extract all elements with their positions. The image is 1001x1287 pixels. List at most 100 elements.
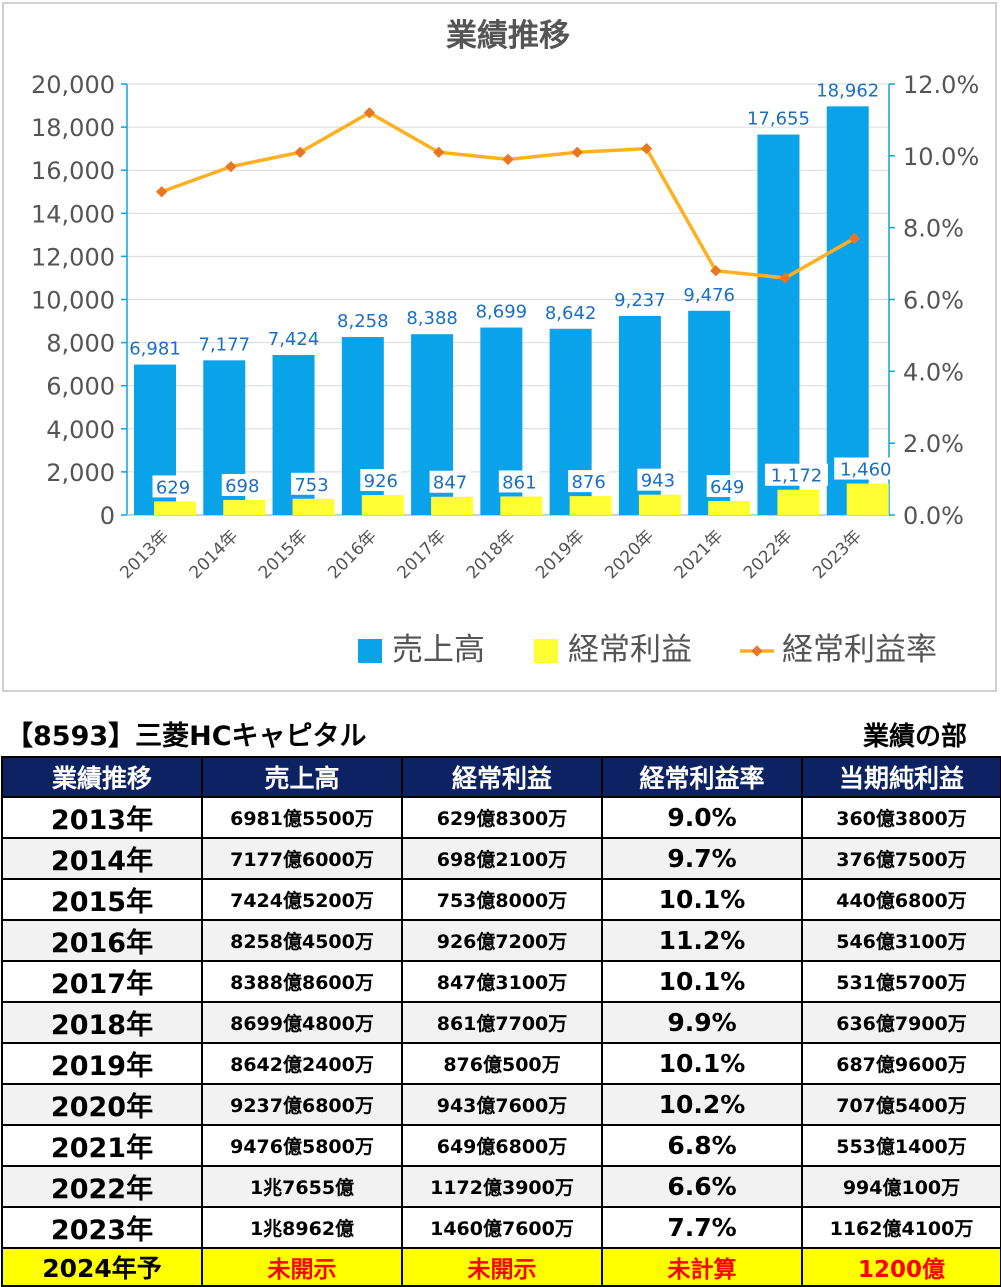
value-cell: 1兆8962億	[201, 1206, 403, 1249]
data-label-sales: 7,424	[268, 329, 320, 350]
data-label-sales: 8,699	[476, 302, 528, 323]
value-cell: 687億9600万	[801, 1042, 1001, 1085]
bar-ordinary-profit	[500, 496, 543, 515]
data-label-sales: 8,388	[406, 308, 458, 329]
value-cell: 9.0%	[601, 796, 803, 839]
y-right-tick-label: 10.0%	[903, 143, 979, 171]
bar-ordinary-profit	[846, 483, 889, 515]
bar-ordinary-profit	[154, 501, 196, 515]
data-label-sales: 17,655	[747, 109, 810, 130]
legend-swatch-sales	[358, 639, 382, 663]
value-cell: 636億7900万	[801, 1001, 1001, 1044]
value-cell: 7.7%	[601, 1206, 803, 1249]
data-label-profit: 1,460	[840, 460, 892, 481]
data-label-bg	[291, 472, 333, 495]
value-cell: 753億8000万	[401, 878, 603, 921]
value-cell: 8699億4800万	[201, 1001, 403, 1044]
forecast-value-cell: 未計算	[601, 1247, 803, 1287]
y-right-tick-label: 0.0%	[903, 502, 964, 530]
data-label-sales: 9,237	[614, 290, 666, 311]
x-tick-label: 2022年	[740, 526, 797, 583]
point-profit-rate	[225, 160, 237, 173]
data-label-profit: 649	[710, 477, 744, 498]
year-cell: 2022年	[1, 1165, 203, 1208]
value-cell: 10.1%	[601, 878, 803, 921]
y-left-tick-label: 12,000	[31, 243, 115, 271]
x-tick-label: 2017年	[394, 526, 451, 583]
table-row: 2013年 6981億5500万 629億8300万 9.0% 360億3800万	[1, 796, 1001, 839]
performance-chart: 業績推移 0 2,000 4,000 6,000 8,000 10,000 12,000 14,…	[31, 18, 979, 668]
bar-ordinary-profit	[361, 495, 404, 515]
year-cell: 2014年	[1, 837, 203, 880]
table-row: 2015年 7424億5200万 753億8000万 10.1% 440億6800万	[1, 878, 1001, 921]
x-tick-label: 2018年	[463, 526, 520, 583]
table-row: 2022年 1兆7655億 1172億3900万 6.6% 994億100万	[1, 1165, 1001, 1208]
x-tick-label: 2014年	[186, 526, 243, 583]
y-left-tick-label: 18,000	[31, 114, 115, 142]
table-row: 2023年 1兆8962億 1460億7600万 7.7% 1162億4100万	[1, 1206, 1001, 1249]
y-right-tick-label: 4.0%	[903, 358, 964, 386]
y-left-tick-label: 0	[100, 502, 115, 530]
bar-ordinary-profit	[708, 501, 751, 515]
value-cell: 847億3100万	[401, 960, 603, 1003]
value-cell: 7424億5200万	[201, 878, 403, 921]
table-row: 2021年 9476億5800万 649億6800万 6.8% 553億1400万	[1, 1124, 1001, 1167]
y-left-tick-label: 6,000	[46, 373, 115, 401]
value-cell: 943億7600万	[401, 1083, 603, 1126]
value-cell: 376億7500万	[801, 837, 1001, 880]
forecast-value-cell: 1200億	[801, 1247, 1001, 1287]
legend-swatch-profit	[534, 639, 558, 663]
value-cell: 707億5400万	[801, 1083, 1001, 1126]
bar-ordinary-profit	[431, 496, 474, 515]
value-cell: 546億3100万	[801, 919, 1001, 962]
year-cell: 2016年	[1, 919, 203, 962]
value-cell: 6.6%	[601, 1165, 803, 1208]
data-label-sales: 8,642	[545, 303, 597, 324]
value-cell: 861億7700万	[401, 1001, 603, 1044]
point-profit-rate	[848, 232, 861, 245]
value-cell: 440億6800万	[801, 878, 1001, 921]
x-tick-label: 2019年	[532, 526, 589, 583]
bar-sales	[757, 134, 800, 516]
y-left-tick-label: 4,000	[46, 416, 115, 444]
x-tick-label: 2013年	[116, 526, 173, 583]
forecast-value-cell: 未開示	[201, 1247, 403, 1287]
data-label-profit: 943	[641, 471, 675, 492]
value-cell: 926億7200万	[401, 919, 603, 962]
data-label-profit: 876	[571, 472, 605, 493]
y-right-tick-label: 8.0%	[903, 215, 964, 243]
value-cell: 9237億6800万	[201, 1083, 403, 1126]
forecast-row: 2024年予 未開示 未開示 未計算 1200億	[1, 1247, 1001, 1287]
value-cell: 1460億7600万	[401, 1206, 603, 1249]
bar-ordinary-profit	[638, 494, 681, 515]
value-cell: 10.1%	[601, 960, 803, 1003]
point-profit-rate	[710, 265, 722, 277]
point-profit-rate	[294, 146, 306, 158]
y-right-tick-label: 2.0%	[903, 430, 964, 458]
chart-container: 業績推移 0 2,000 4,000 6,000 8,000 10,000 12,000 14,…	[2, 2, 997, 692]
value-cell: 1162億4100万	[801, 1206, 1001, 1249]
data-label-sales: 6,981	[129, 339, 181, 360]
bar-sales	[826, 106, 869, 515]
y-right-tick-label: 6.0%	[903, 287, 964, 315]
value-cell: 994億100万	[801, 1165, 1001, 1208]
value-cell: 8258億4500万	[201, 919, 403, 962]
x-tick-label: 2021年	[671, 526, 728, 583]
column-header: 当期純利益	[801, 756, 1001, 798]
year-cell: 2020年	[1, 1083, 203, 1126]
data-label-bg	[429, 470, 471, 493]
column-header: 売上高	[201, 756, 403, 798]
data-label-sales: 9,476	[683, 285, 735, 306]
data-label-sales: 7,177	[199, 334, 251, 355]
company-title: 【8593】三菱HCキャピタル	[6, 721, 367, 752]
data-label-sales: 8,258	[337, 311, 389, 332]
bar-ordinary-profit	[223, 499, 266, 515]
value-cell: 649億6800万	[401, 1124, 603, 1167]
data-label-profit: 753	[294, 475, 328, 496]
value-cell: 876億500万	[401, 1042, 603, 1085]
forecast-value-cell: 未開示	[401, 1247, 603, 1287]
value-cell: 8642億2400万	[201, 1042, 403, 1085]
value-cell: 6.8%	[601, 1124, 803, 1167]
x-tick-label: 2016年	[324, 526, 381, 583]
line-profit-rate	[161, 110, 856, 280]
